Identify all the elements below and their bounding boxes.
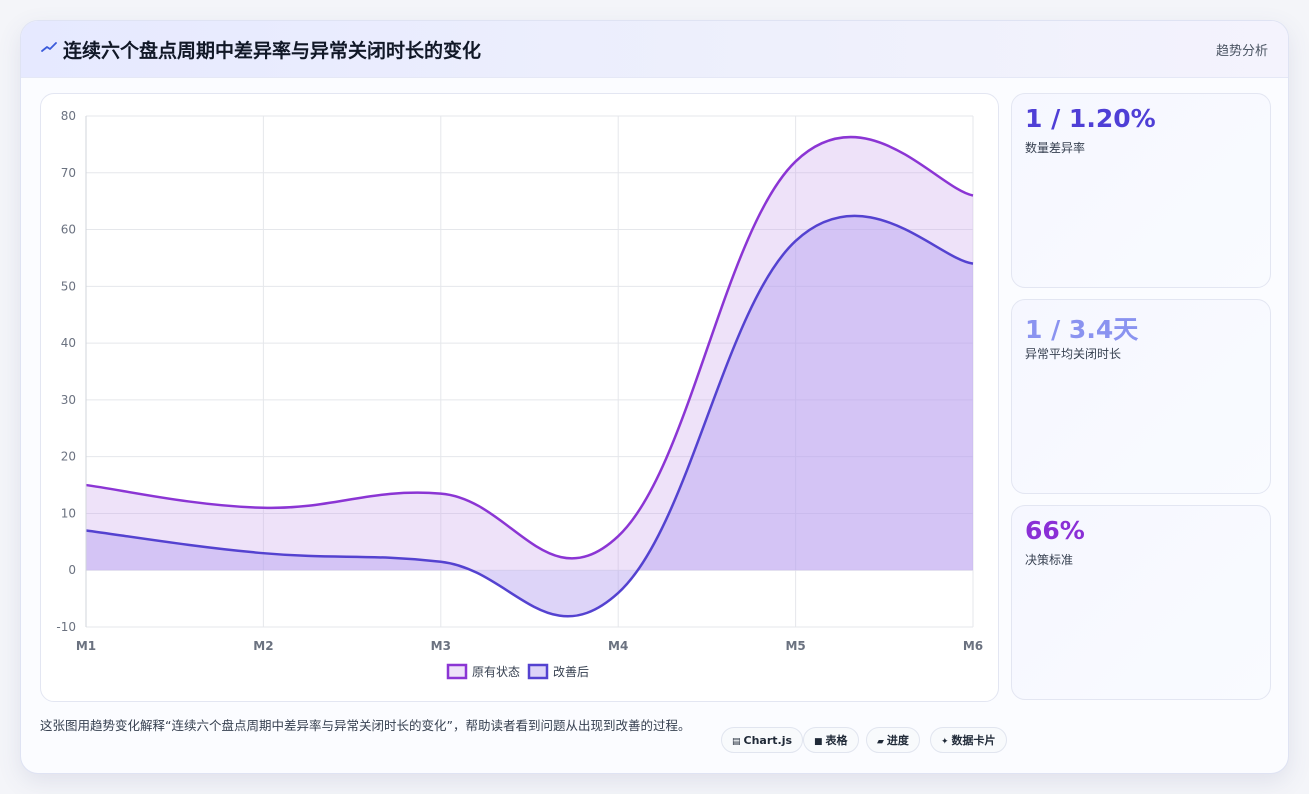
kpi-label: 数量差异率 — [1025, 141, 1086, 155]
y-tick-label: 40 — [61, 336, 76, 350]
y-tick-label: 10 — [61, 506, 76, 520]
sparkle-icon: ✦ — [941, 737, 949, 747]
y-tick-label: 50 — [61, 279, 76, 293]
y-tick-label: 70 — [61, 166, 76, 180]
tag-data-card[interactable]: ✦ 数据卡片 — [930, 727, 1007, 753]
dashboard-card: 连续六个盘点周期中差异率与异常关闭时长的变化 趋势分析 80 70 60 50 40 30… — [20, 20, 1289, 774]
progress-icon: ▰ — [877, 737, 884, 747]
kpi-label: 异常平均关闭时长 — [1025, 347, 1122, 361]
x-tick-label: M4 — [608, 639, 628, 653]
section-badge: 趋势分析 — [1215, 44, 1268, 59]
kpi-card-close-duration: 1 / 3.4天 异常平均关闭时长 — [1011, 299, 1271, 494]
chart-icon: ▤ — [732, 737, 741, 747]
series-line-0 — [85, 135, 974, 560]
legend-swatch — [446, 663, 468, 680]
legend-swatch — [527, 663, 549, 680]
trend-icon — [41, 42, 57, 52]
chart-panel: 80 70 60 50 40 30 20 10 0 -10 M1 M2 M3 M4 M5 M6 原有状态 改善后 — [40, 93, 999, 702]
kpi-card-decision-standard: 66% 决策标准 — [1011, 505, 1271, 700]
kpi-value: 1 / 1.20% — [1025, 104, 1156, 133]
x-tick-label: M5 — [785, 639, 805, 653]
legend-label: 原有状态 — [472, 665, 520, 679]
tag-label: 数据卡片 — [951, 734, 996, 747]
table-icon: ■ — [814, 737, 823, 747]
y-tick-label: 0 — [68, 563, 76, 577]
y-tick-label: -10 — [56, 620, 76, 634]
kpi-label: 决策标准 — [1025, 553, 1074, 567]
tag-table[interactable]: ■ 表格 — [803, 727, 859, 753]
tag-label: 进度 — [886, 734, 909, 747]
series-line-1 — [85, 214, 974, 618]
card-header: 连续六个盘点周期中差异率与异常关闭时长的变化 趋势分析 — [21, 21, 1288, 78]
kpi-value: 66% — [1025, 516, 1085, 545]
y-tick-label: 80 — [61, 109, 76, 123]
series-area-1 — [86, 215, 973, 617]
tag-progress[interactable]: ▰ 进度 — [866, 727, 920, 753]
kpi-value: 1 / 3.4天 — [1025, 315, 1139, 344]
legend-label: 改善后 — [553, 664, 589, 679]
x-tick-label: M3 — [431, 639, 451, 653]
chart-description: 这张图用趋势变化解释“连续六个盘点周期中差异率与异常关闭时长的变化”，帮助读者看… — [40, 718, 691, 733]
series-area-0 — [86, 137, 973, 571]
y-tick-label: 20 — [61, 450, 76, 464]
kpi-card-difference-rate: 1 / 1.20% 数量差异率 — [1011, 93, 1271, 288]
x-tick-label: M2 — [253, 639, 273, 653]
y-tick-label: 30 — [61, 393, 76, 407]
page-title: 连续六个盘点周期中差异率与异常关闭时长的变化 — [63, 40, 482, 62]
tag-chartjs[interactable]: ▤ Chart.js — [721, 727, 804, 753]
tag-label: Chart.js — [743, 734, 793, 747]
tag-label: 表格 — [825, 734, 848, 747]
x-tick-label: M1 — [76, 639, 96, 653]
y-tick-label: 60 — [61, 223, 76, 237]
x-tick-label: M6 — [963, 639, 983, 653]
